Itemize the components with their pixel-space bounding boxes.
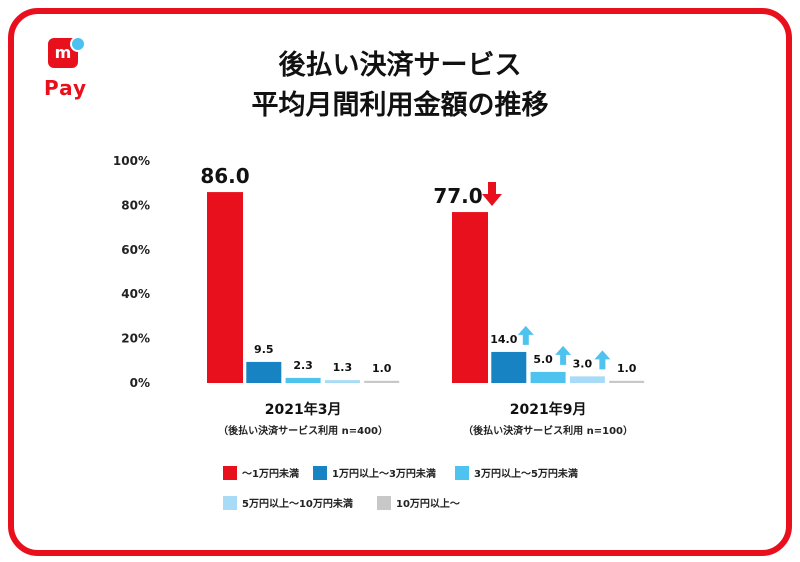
merpay-logo: m Pay (40, 32, 100, 102)
chart-title: 後払い決済サービス 平均月間利用金額の推移 (0, 46, 800, 126)
logo-text: Pay (44, 76, 88, 100)
legend-swatch (223, 466, 237, 480)
legend-swatch (223, 496, 237, 510)
group-label: 2021年9月 (510, 401, 587, 418)
up-arrow-icon (517, 325, 534, 345)
bar (491, 351, 527, 383)
legend-item: 1万円以上〜3万円未満 (313, 466, 436, 483)
group-label: 2021年3月 (265, 401, 342, 418)
data-label: 1.0 (372, 362, 392, 375)
legend-swatch (313, 466, 327, 480)
y-tick-label: 100% (113, 154, 150, 168)
bar (609, 380, 645, 383)
data-label: 2.3 (293, 359, 313, 372)
bar (324, 380, 360, 383)
y-tick-label: 40% (121, 287, 150, 301)
title-line-1: 後払い決済サービス (278, 50, 522, 81)
data-label: 3.0 (573, 357, 593, 370)
legend-item: 5万円以上〜10万円未満 (223, 496, 353, 513)
data-label: 9.5 (254, 343, 274, 356)
bar (569, 376, 605, 383)
bar (207, 192, 243, 383)
legend-swatch (455, 466, 469, 480)
y-tick-label: 60% (121, 243, 150, 257)
data-label: 86.0 (200, 164, 249, 188)
legend-label: 1万円以上〜3万円未満 (332, 469, 436, 480)
legend-label: 10万円以上〜 (396, 499, 460, 510)
y-tick-label: 0% (130, 376, 150, 390)
legend-swatch (377, 496, 391, 510)
data-label: 14.0 (490, 333, 517, 346)
data-label: 5.0 (533, 353, 553, 366)
bar (246, 361, 282, 383)
logo-dot (70, 36, 86, 52)
legend-label: 3万円以上〜5万円未満 (474, 469, 578, 480)
legend-item: 3万円以上〜5万円未満 (455, 466, 578, 483)
group-sublabel: （後払い決済サービス利用 n=400） (218, 424, 388, 437)
data-label: 1.3 (333, 361, 353, 374)
title-line-2: 平均月間利用金額の推移 (251, 90, 549, 121)
up-arrow-icon (555, 345, 572, 365)
y-tick-label: 20% (121, 332, 150, 346)
data-label: 77.0 (433, 184, 482, 208)
bar (364, 380, 400, 383)
legend-item: 〜1万円未満 (223, 466, 299, 483)
legend-label: 5万円以上〜10万円未満 (242, 499, 353, 510)
group-sublabel: （後払い決済サービス利用 n=100） (463, 424, 633, 437)
data-label: 1.0 (617, 362, 637, 375)
bar (285, 377, 321, 383)
legend-label: 〜1万円未満 (242, 469, 299, 480)
bar (452, 212, 488, 383)
legend-item: 10万円以上〜 (377, 496, 460, 513)
down-arrow-icon (482, 182, 502, 207)
up-arrow-icon (594, 350, 611, 370)
bar (530, 371, 566, 383)
card-frame (8, 8, 792, 556)
y-tick-label: 80% (121, 198, 150, 212)
